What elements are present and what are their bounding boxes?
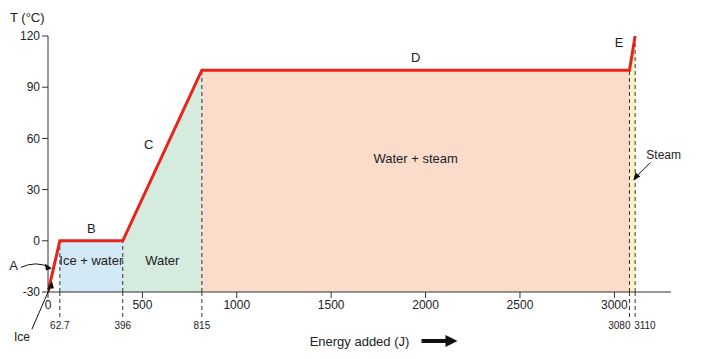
svg-text:-30: -30	[23, 285, 41, 299]
svg-text:Steam: Steam	[646, 148, 681, 162]
svg-text:A: A	[9, 258, 18, 273]
svg-text:500: 500	[132, 298, 152, 312]
svg-text:D: D	[411, 50, 420, 65]
svg-text:30: 30	[27, 183, 41, 197]
svg-text:3000: 3000	[601, 298, 628, 312]
svg-text:E: E	[615, 35, 624, 50]
svg-text:1500: 1500	[318, 298, 345, 312]
svg-text:1000: 1000	[223, 298, 250, 312]
svg-text:B: B	[87, 221, 96, 236]
svg-text:Ice: Ice	[14, 330, 30, 344]
svg-text:3110: 3110	[634, 320, 656, 331]
svg-text:0: 0	[33, 234, 40, 248]
svg-text:120: 120	[20, 29, 40, 43]
svg-text:815: 815	[194, 320, 211, 331]
svg-text:Water: Water	[145, 253, 180, 268]
svg-text:3080: 3080	[608, 320, 631, 331]
svg-text:Ice + water: Ice + water	[59, 253, 124, 268]
svg-text:C: C	[144, 137, 153, 152]
svg-text:T (°C): T (°C)	[10, 10, 45, 25]
svg-text:2500: 2500	[507, 298, 534, 312]
svg-text:0: 0	[45, 298, 52, 312]
svg-text:60: 60	[27, 132, 41, 146]
svg-text:396: 396	[114, 320, 131, 331]
svg-text:Energy added (J): Energy added (J)	[310, 334, 410, 349]
svg-text:62.7: 62.7	[50, 320, 70, 331]
svg-text:Water + steam: Water + steam	[373, 151, 457, 166]
svg-text:90: 90	[27, 80, 41, 94]
svg-text:2000: 2000	[412, 298, 439, 312]
